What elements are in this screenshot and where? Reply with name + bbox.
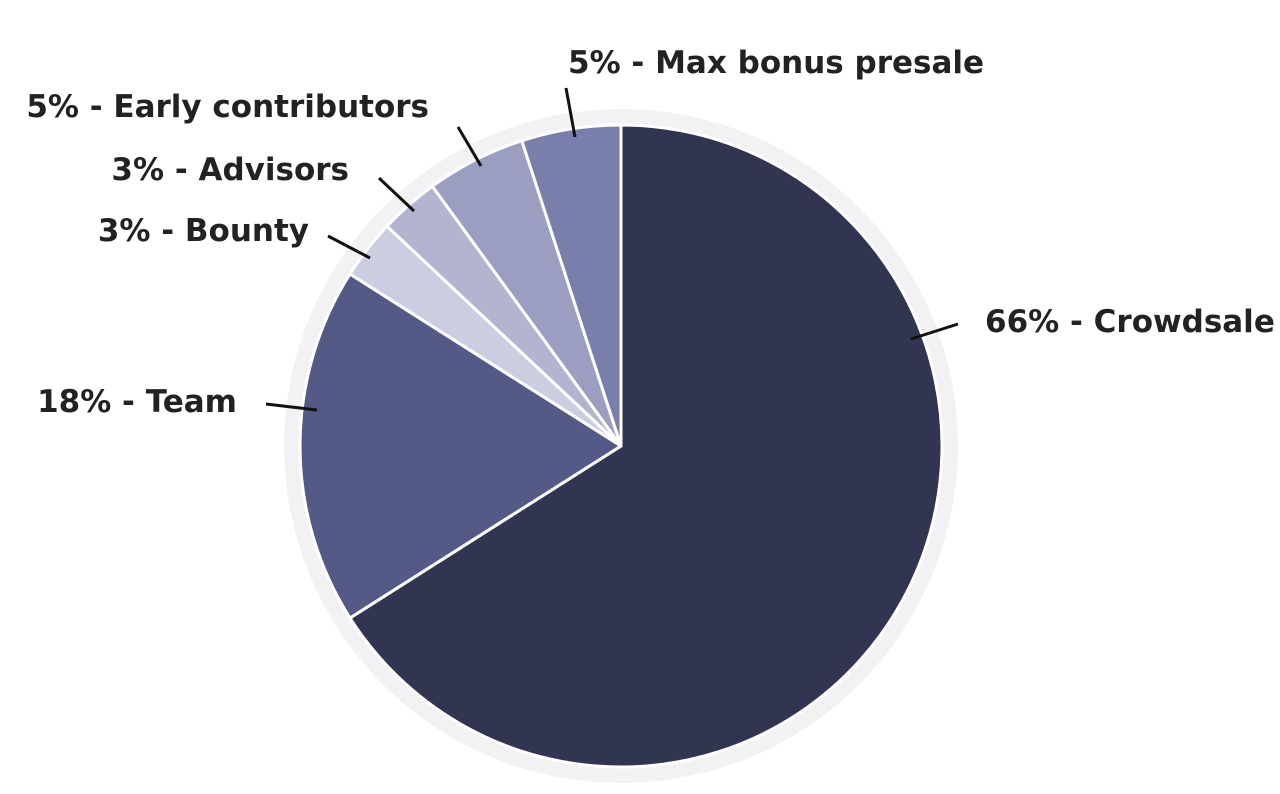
slice-label-4: 5% - Early contributors xyxy=(26,89,429,125)
slice-label-0: 66% - Crowdsale xyxy=(985,304,1275,340)
leader-line-2 xyxy=(327,234,371,260)
slice-label-1: 18% - Team xyxy=(37,384,237,420)
pie-slice-5 xyxy=(520,123,623,448)
pie-slices xyxy=(298,123,944,769)
pie-slice-1 xyxy=(298,272,623,620)
leader-line-0 xyxy=(910,322,959,341)
pie-slice-0 xyxy=(348,123,944,769)
leader-line-3 xyxy=(377,176,416,213)
slice-label-2: 3% - Bounty xyxy=(98,213,309,249)
leader-lines xyxy=(265,87,959,412)
leader-line-1 xyxy=(265,402,318,412)
leader-line-4 xyxy=(456,126,483,167)
slice-label-3: 3% - Advisors xyxy=(111,152,349,188)
slice-label-5: 5% - Max bonus presale xyxy=(568,45,984,81)
slice-labels: 66% - Crowdsale 18% - Team 3% - Bounty 3% -… xyxy=(26,45,1275,420)
leader-line-5 xyxy=(564,87,577,138)
